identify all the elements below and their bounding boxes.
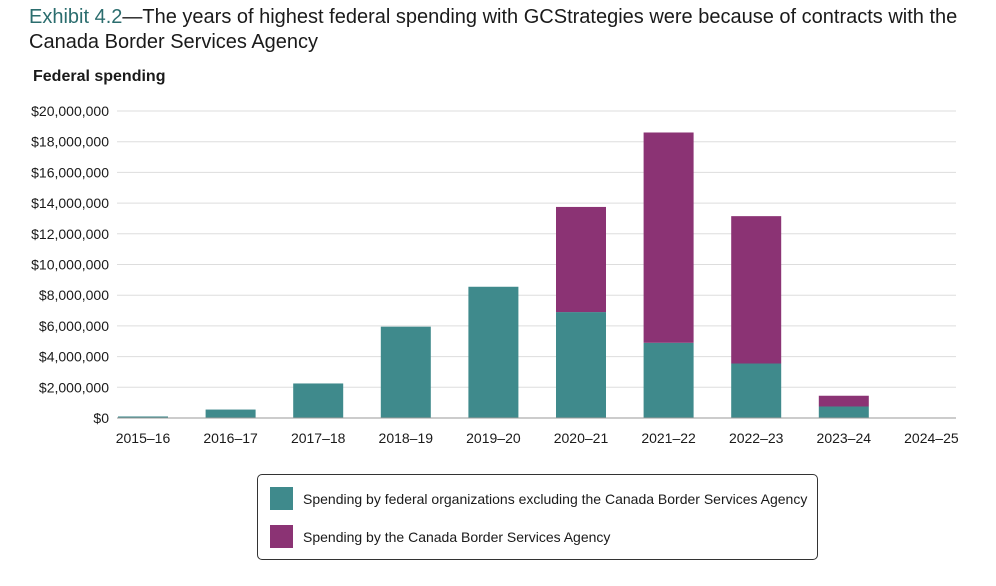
bar-cbsa: [556, 206, 606, 313]
bar-other: [118, 416, 168, 418]
x-tick-label: 2017–18: [291, 430, 346, 446]
legend-item-cbsa: Spending by the Canada Border Services A…: [270, 525, 610, 548]
y-tick-label: $6,000,000: [39, 318, 109, 334]
y-tick-label: $14,000,000: [31, 195, 109, 211]
bar-other: [818, 406, 869, 418]
y-tick-label: $4,000,000: [39, 349, 109, 365]
legend-item-other: Spending by federal organizations exclud…: [270, 487, 807, 510]
legend-label-other: Spending by federal organizations exclud…: [303, 490, 808, 507]
bar-cbsa: [818, 395, 869, 407]
x-tick-label: 2022–23: [729, 430, 784, 446]
bar-other: [643, 342, 694, 418]
y-tick-label: $2,000,000: [39, 379, 109, 395]
bar-other: [468, 286, 519, 418]
chart-title: Exhibit 4.2—The years of highest federal…: [29, 5, 979, 55]
y-tick-label: $18,000,000: [31, 134, 109, 150]
x-tick-label: 2021–22: [641, 430, 696, 446]
bar-other: [293, 383, 344, 418]
x-tick-label: 2018–19: [379, 430, 434, 446]
y-tick-label: $10,000,000: [31, 257, 109, 273]
bar-cbsa: [731, 216, 782, 364]
y-axis-label: Federal spending: [33, 68, 166, 85]
legend: Spending by federal organizations exclud…: [257, 474, 818, 560]
y-tick-label: $0: [93, 410, 109, 426]
x-tick-label: 2016–17: [203, 430, 258, 446]
y-tick-label: $20,000,000: [31, 103, 109, 119]
bar-chart: $0 $2,000,000 $4,000,000 $6,000,000 $8,000,0…: [31, 103, 959, 446]
y-tick-label: $16,000,000: [31, 164, 109, 180]
bar-other: [731, 363, 782, 418]
bar-cbsa: [643, 132, 694, 343]
legend-swatch-cbsa: [270, 525, 293, 548]
legend-label-cbsa: Spending by the Canada Border Services A…: [303, 528, 611, 545]
y-tick-label: $12,000,000: [31, 226, 109, 242]
bar-other: [380, 326, 431, 418]
x-tick-label: 2015–16: [116, 430, 171, 446]
exhibit-label: Exhibit 4.2: [29, 6, 123, 28]
bar-other: [205, 409, 256, 418]
x-tick-label: 2020–21: [554, 430, 609, 446]
bar-other: [556, 312, 606, 418]
x-tick-label: 2024–25: [904, 430, 959, 446]
legend-swatch-other: [270, 487, 293, 510]
x-tick-label: 2023–24: [817, 430, 872, 446]
y-tick-label: $8,000,000: [39, 287, 109, 303]
title-text: —The years of highest federal spending w…: [29, 6, 958, 53]
x-tick-label: 2019–20: [466, 430, 521, 446]
